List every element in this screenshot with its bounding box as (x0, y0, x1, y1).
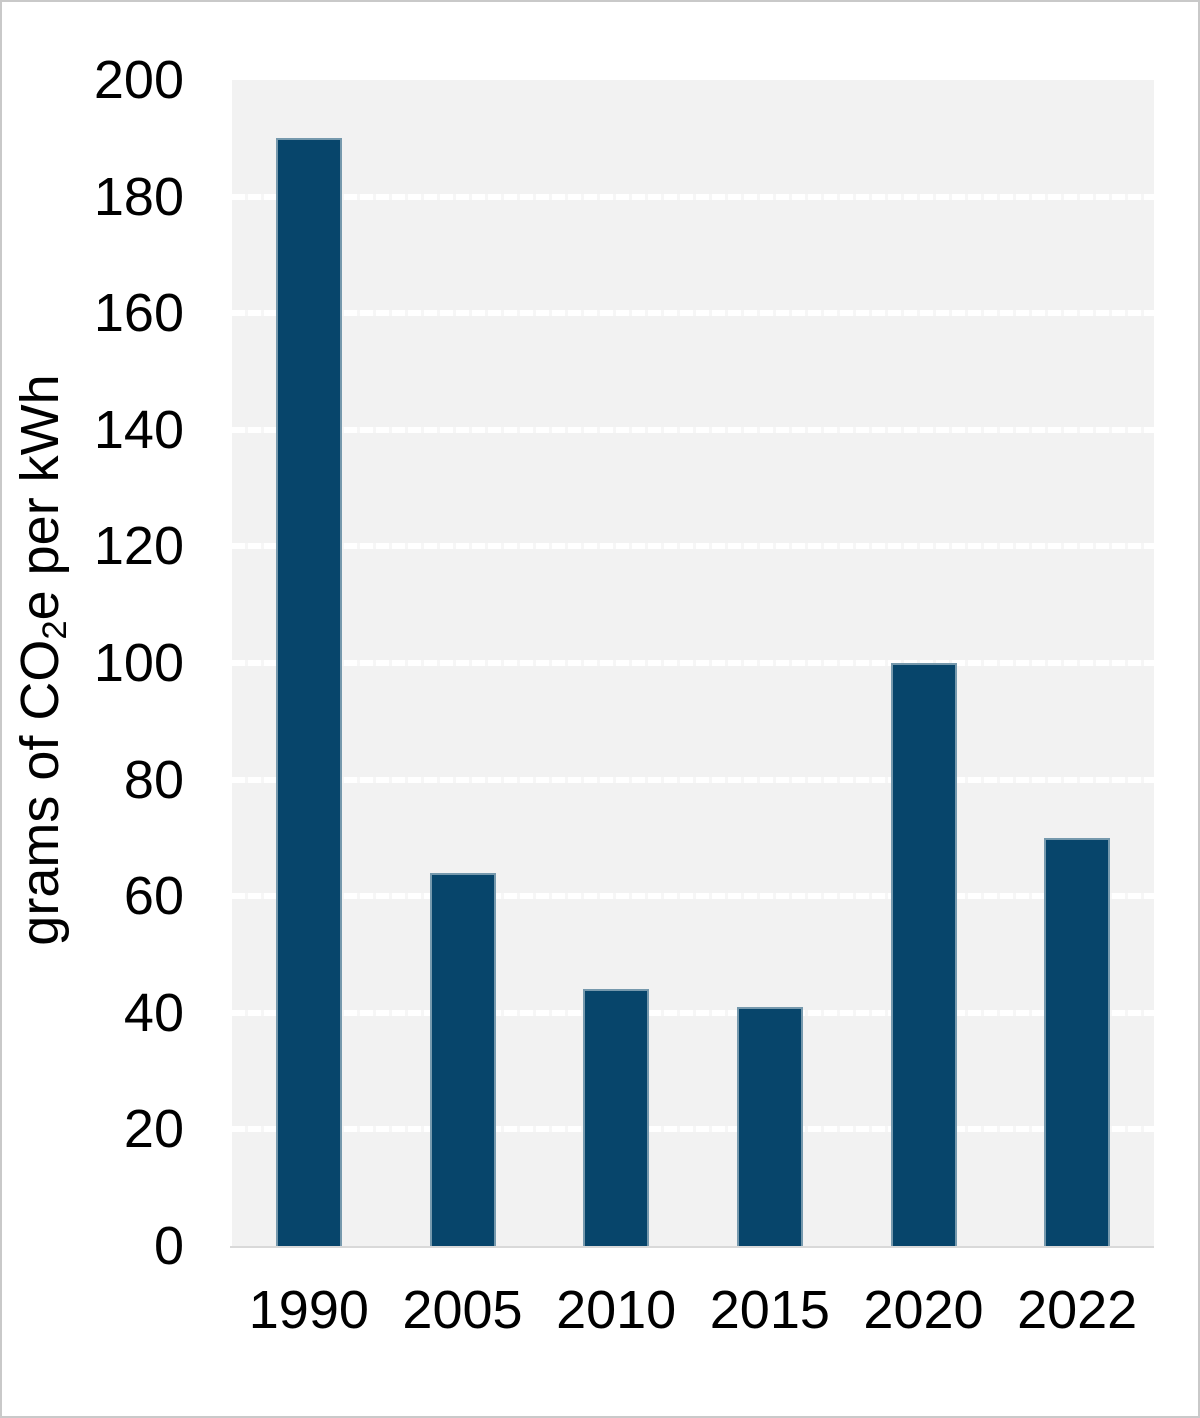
y-tick-label-60: 60 (123, 866, 184, 927)
gridline-140 (232, 426, 1154, 433)
y-tick-label-20: 20 (123, 1099, 184, 1160)
y-tick-label-80: 80 (123, 749, 184, 810)
gridline-40 (232, 1009, 1154, 1016)
y-tick-label-40: 40 (123, 982, 184, 1043)
bar-2022 (1044, 837, 1111, 1246)
x-tick-label-2010: 2010 (556, 1280, 677, 1340)
x-tick-label-2020: 2020 (863, 1280, 984, 1340)
gridline-160 (232, 310, 1154, 317)
x-tick-label-2022: 2022 (1017, 1280, 1138, 1340)
y-tick-label-0: 0 (153, 1216, 184, 1276)
gridline-60 (232, 893, 1154, 900)
y-tick-label-160: 160 (93, 283, 184, 344)
bar-2005 (429, 872, 496, 1246)
y-tick-label-140: 140 (93, 399, 184, 460)
x-tick-label-2005: 2005 (402, 1280, 523, 1340)
bar-1990 (275, 138, 342, 1246)
x-tick-label-1990: 1990 (248, 1280, 369, 1340)
bar-2010 (583, 989, 650, 1246)
y-tick-label-200: 200 (93, 50, 184, 110)
gridline-120 (232, 543, 1154, 550)
plot-area (232, 80, 1154, 1246)
y-tick-label-180: 180 (93, 166, 184, 227)
x-tick-label-2015: 2015 (709, 1280, 830, 1340)
y-tick-label-120: 120 (93, 516, 184, 577)
gridline-80 (232, 776, 1154, 783)
gridline-100 (232, 660, 1154, 666)
x-axis-line (230, 1246, 1154, 1248)
bar-2015 (736, 1006, 803, 1246)
y-tick-label-100: 100 (93, 633, 184, 693)
gridline-20 (232, 1126, 1154, 1133)
bar-2020 (890, 663, 957, 1246)
gridline-180 (232, 193, 1154, 200)
